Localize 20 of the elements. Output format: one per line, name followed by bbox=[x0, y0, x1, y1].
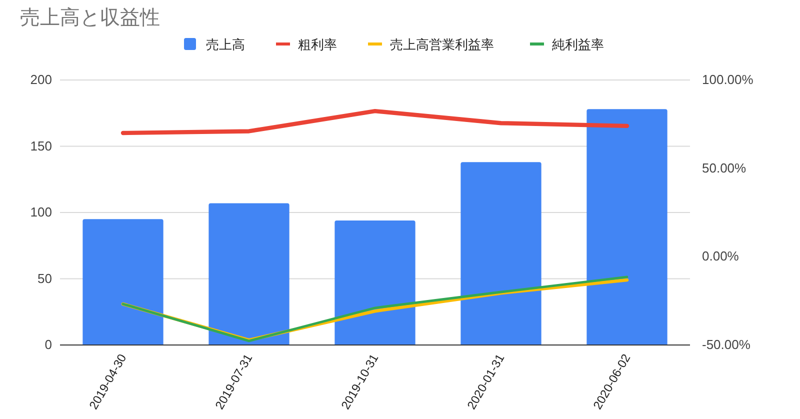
y-tick-label: 100 bbox=[30, 204, 52, 220]
y-tick-label: 50 bbox=[38, 270, 52, 286]
y2-tick-label: 0.00% bbox=[702, 248, 740, 264]
bar bbox=[82, 219, 164, 345]
legend-label: 売上高営業利益率 bbox=[390, 37, 494, 52]
bar bbox=[460, 162, 542, 345]
legend-label: 粗利率 bbox=[298, 37, 337, 52]
y-tick-label: 200 bbox=[30, 72, 52, 87]
legend-label: 純利益率 bbox=[552, 37, 604, 52]
bar bbox=[586, 109, 668, 345]
bar bbox=[334, 220, 416, 345]
y-tick-label: 150 bbox=[30, 138, 52, 154]
y2-tick-label: -50.00% bbox=[702, 337, 751, 352]
y2-tick-label: 100.00% bbox=[702, 72, 754, 87]
y2-tick-label: 50.00% bbox=[702, 160, 747, 176]
line-series bbox=[120, 108, 630, 136]
chart-title: 売上高と収益性 bbox=[20, 6, 160, 29]
bar bbox=[208, 203, 290, 345]
legend-label: 売上高 bbox=[206, 37, 245, 52]
y-tick-label: 0 bbox=[44, 337, 52, 352]
